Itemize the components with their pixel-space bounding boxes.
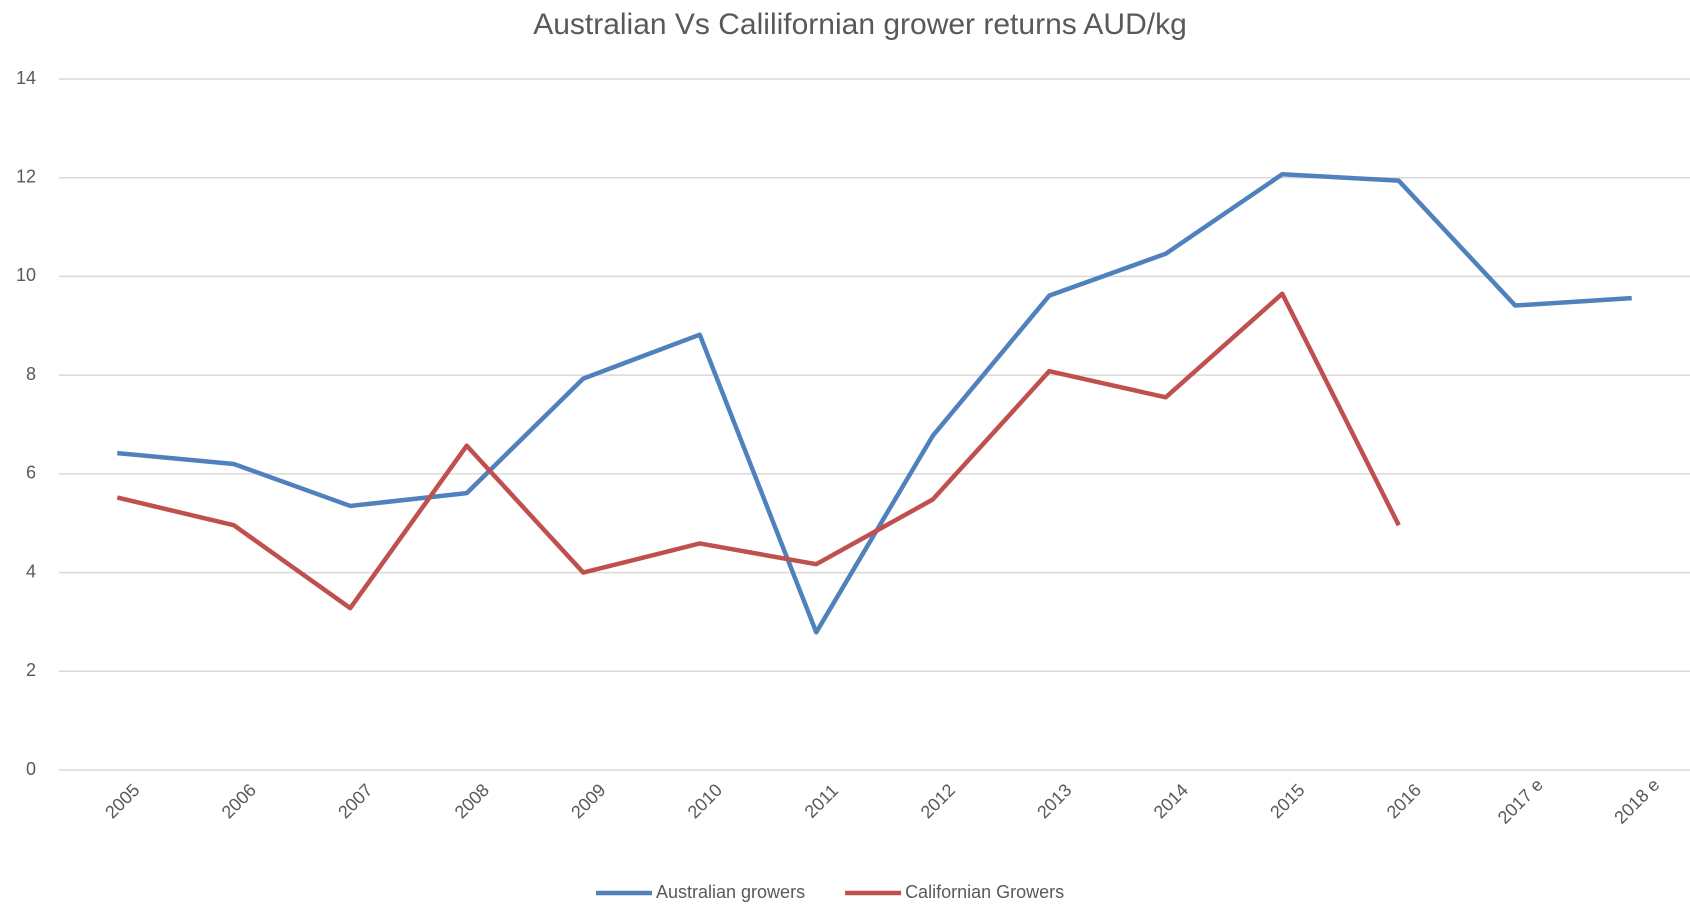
x-tick-label: 2018 e	[1610, 775, 1663, 828]
y-tick-label: 14	[16, 68, 36, 88]
y-tick-label: 10	[16, 265, 36, 285]
x-tick-label: 2006	[218, 780, 260, 822]
x-tick-label: 2014	[1150, 780, 1192, 822]
x-tick-label: 2016	[1383, 780, 1425, 822]
chart-title: Australian Vs Calilifornian grower retur…	[533, 8, 1187, 41]
y-tick-label: 12	[16, 166, 36, 186]
y-tick-label: 8	[26, 364, 36, 384]
x-tick-label: 2011	[801, 780, 843, 822]
y-tick-label: 4	[26, 561, 36, 581]
x-tick-label: 2005	[101, 780, 143, 822]
legend-label: Australian growers	[656, 882, 805, 902]
line	[116, 291, 1401, 611]
x-tick-label: 2009	[567, 780, 609, 822]
x-tick-label: 2012	[917, 780, 959, 822]
y-tick-label: 0	[26, 759, 36, 779]
legend-label: Californian Growers	[905, 882, 1064, 902]
x-tick-label: 2007	[334, 780, 376, 822]
y-tick-label: 6	[26, 463, 36, 483]
x-tick-label: 2010	[684, 780, 726, 822]
x-tick-label: 2017 e	[1494, 775, 1547, 828]
x-tick-label: 2015	[1266, 780, 1308, 822]
x-tick-label: 2008	[451, 780, 493, 822]
line	[117, 172, 1632, 635]
y-tick-label: 2	[26, 660, 36, 680]
x-tick-label: 2013	[1033, 780, 1075, 822]
